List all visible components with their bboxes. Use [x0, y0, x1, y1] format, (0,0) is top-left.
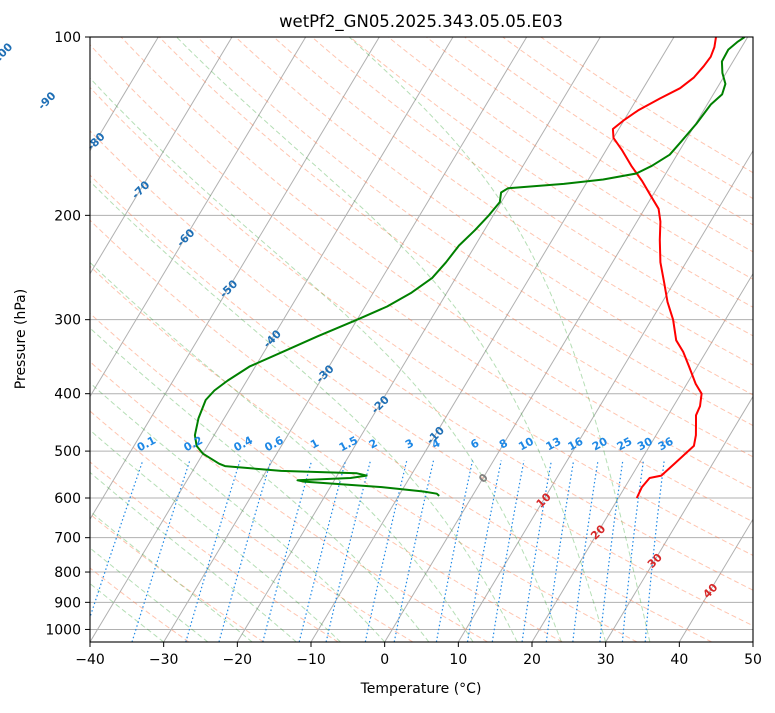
y-tick-label: 200 — [54, 208, 81, 224]
x-tick-label: 30 — [597, 652, 615, 668]
y-axis-title: Pressure (hPa) — [13, 289, 29, 389]
x-tick-label: −20 — [223, 652, 253, 668]
y-tick-label: 700 — [54, 531, 81, 547]
x-tick-label: 0 — [380, 652, 389, 668]
y-tick-label: 300 — [54, 313, 81, 329]
x-tick-label: −40 — [75, 652, 105, 668]
x-axis-title: Temperature (°C) — [360, 681, 482, 697]
x-tick-label: 50 — [744, 652, 762, 668]
y-tick-label: 400 — [54, 387, 81, 403]
x-tick-label: 10 — [449, 652, 467, 668]
y-tick-label: 100 — [54, 30, 81, 46]
x-tick-label: 40 — [670, 652, 688, 668]
y-tick-label: 600 — [54, 491, 81, 507]
x-tick-label: −10 — [296, 652, 326, 668]
y-tick-label: 900 — [54, 595, 81, 611]
chart-title: wetPf2_GN05.2025.343.05.05.E03 — [279, 12, 563, 32]
y-tick-label: 800 — [54, 565, 81, 581]
y-tick-label: 500 — [54, 444, 81, 460]
x-tick-label: −30 — [149, 652, 179, 668]
y-tick-label: 1000 — [45, 622, 81, 638]
x-tick-label: 20 — [523, 652, 541, 668]
